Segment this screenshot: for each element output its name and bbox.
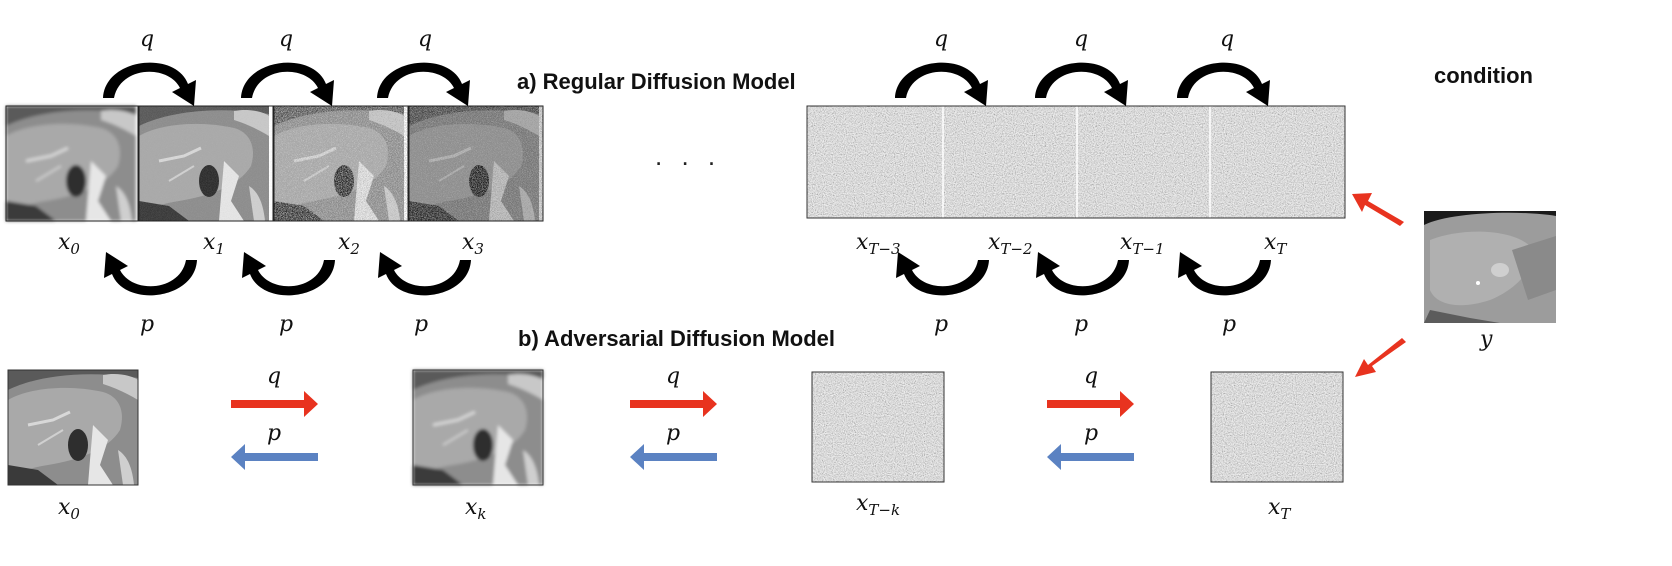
reverse-curved-arrow: [242, 252, 335, 296]
forward-curved-arrow: [377, 62, 470, 106]
regular-x2-image: [272, 104, 409, 223]
adversarial-step-arrows: [231, 391, 1134, 470]
adversarial-diffusion-title: b) Adversarial Diffusion Model: [518, 326, 835, 351]
x-label: xT: [1264, 230, 1287, 258]
reverse-curved-arrow: [104, 252, 197, 296]
p-label: p: [1084, 421, 1098, 446]
adversarial-x0-image: [6, 368, 140, 487]
regular-x1-image: [137, 104, 274, 223]
regular-x0-image: [4, 104, 139, 223]
condition-arrow-upper: [1352, 193, 1404, 226]
x-label: xT−2: [988, 230, 1033, 258]
adversarial-qp-labels: q p q p q p: [267, 364, 1098, 446]
q-label: q: [1220, 27, 1234, 52]
reverse-curved-arrow: [1036, 252, 1129, 296]
forward-curved-arrow: [103, 62, 196, 106]
q-labels-top: q q q q q q: [140, 27, 1234, 52]
x-label: xT−3: [856, 230, 901, 258]
q-label: q: [934, 27, 948, 52]
forward-curved-arrows: [103, 62, 1270, 106]
regular-labels: x0 x1 x2 x3 xT−3 xT−2 xT−1 xT: [58, 230, 1287, 258]
q-label: q: [279, 27, 293, 52]
condition-arrows: [1352, 193, 1406, 377]
p-label: p: [140, 312, 154, 337]
q-label: q: [140, 27, 154, 52]
x-label: xT: [1268, 495, 1291, 523]
q-label: q: [666, 364, 680, 389]
p-label: p: [414, 312, 428, 337]
adversarial-xk-image: [411, 368, 545, 487]
x-label: xT−k: [856, 491, 900, 519]
p-label: p: [1222, 312, 1236, 337]
p-label: p: [279, 312, 293, 337]
x-label: x1: [203, 230, 225, 258]
forward-q-arrow: [1047, 391, 1134, 417]
reverse-curved-arrows: [104, 252, 1271, 296]
reverse-curved-arrow: [1178, 252, 1271, 296]
x-label: x2: [338, 230, 360, 258]
p-labels-bottom: p p p p p p: [140, 312, 1236, 337]
x-label: x3: [462, 230, 484, 258]
q-label: q: [267, 364, 281, 389]
p-label: p: [267, 421, 281, 446]
condition-ct-image: [1424, 211, 1556, 323]
adversarial-xT-image: [1210, 371, 1344, 483]
p-label: p: [1074, 312, 1088, 337]
forward-curved-arrow: [241, 62, 334, 106]
adversarial-xTk-image: [811, 371, 945, 483]
reverse-curved-arrow: [378, 252, 471, 296]
x-label: x0: [58, 230, 80, 258]
regular-noise-strip: [806, 105, 1346, 219]
regular-x3-image: [407, 104, 544, 223]
p-label: p: [934, 312, 948, 337]
regular-diffusion-title: a) Regular Diffusion Model: [517, 69, 796, 94]
forward-curved-arrow: [1177, 62, 1270, 106]
reverse-p-arrow: [231, 444, 318, 470]
reverse-curved-arrow: [896, 252, 989, 296]
x-label: x0: [58, 495, 80, 523]
x-label: xT−1: [1120, 230, 1165, 258]
adversarial-labels: x0 xk xT−k xT: [58, 491, 1291, 523]
condition-y-label: y: [1479, 327, 1493, 352]
ellipsis: . . .: [655, 141, 721, 171]
q-label: q: [418, 27, 432, 52]
forward-curved-arrow: [1035, 62, 1128, 106]
forward-q-arrow: [231, 391, 318, 417]
p-label: p: [666, 421, 680, 446]
q-label: q: [1074, 27, 1088, 52]
forward-curved-arrow: [895, 62, 988, 106]
reverse-p-arrow: [1047, 444, 1134, 470]
reverse-p-arrow: [630, 444, 717, 470]
forward-q-arrow: [630, 391, 717, 417]
x-label: xk: [465, 495, 487, 523]
condition-title: condition: [1434, 63, 1533, 88]
condition-arrow-lower: [1355, 338, 1406, 377]
q-label: q: [1084, 364, 1098, 389]
